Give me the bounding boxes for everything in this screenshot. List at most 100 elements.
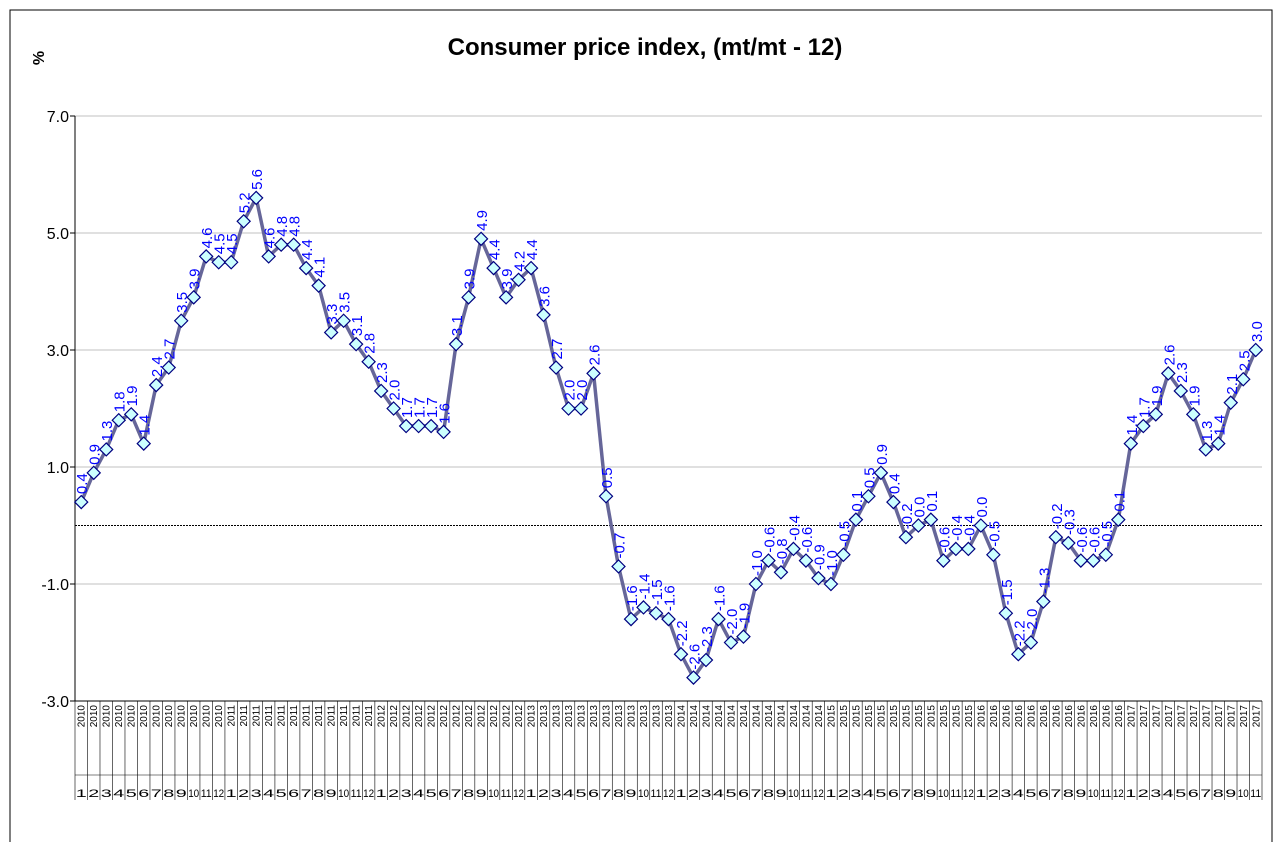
data-label: 2.5 [1236,350,1253,371]
x-tick-label: 9 [1225,788,1236,800]
x-tick-year: 2017 [1201,705,1212,728]
marker [211,254,227,270]
data-label: 0.5 [599,467,616,488]
marker [748,576,764,592]
x-tick-year: 2014 [689,705,700,728]
marker [1023,635,1039,650]
marker [173,313,189,329]
marker [473,231,489,247]
x-tick-year: 2012 [489,705,500,728]
marker [1073,553,1089,568]
marker [811,570,826,586]
x-tick-label: 8 [313,788,324,800]
x-tick-label: 2 [838,788,849,800]
marker [561,401,576,416]
x-tick-label: 12 [1113,788,1124,800]
x-tick-label: 12 [663,788,674,800]
x-tick-year: 2010 [177,705,188,728]
data-label: -1.0 [749,550,766,576]
marker [348,336,364,352]
marker [386,401,401,416]
x-tick-year: 2012 [402,705,413,728]
x-tick-year: 2010 [127,705,138,728]
marker [198,249,214,264]
marker [936,553,951,568]
x-tick-label: 3 [1150,788,1161,800]
x-tick-label: 1 [975,788,986,800]
x-tick-year: 2011 [364,705,375,727]
x-tick-label: 10 [788,788,799,800]
x-tick-label: 1 [825,788,836,800]
data-label: 1.6 [437,403,454,424]
data-label: 1.4 [1211,415,1228,436]
marker [311,278,326,293]
marker [1085,553,1101,568]
marker [798,553,814,568]
x-tick-year: 2010 [89,705,100,728]
data-label: 4.6 [199,228,216,249]
x-tick-label: 8 [463,788,474,800]
x-tick-year: 2013 [664,705,675,728]
x-tick-year: 2016 [1001,705,1012,728]
marker [123,407,139,422]
x-tick-label: 1 [1125,788,1136,800]
x-tick-label: 6 [738,788,749,800]
x-tick-label: 8 [1063,788,1074,800]
x-tick-year: 2012 [477,705,488,728]
data-label: 4.4 [299,239,316,260]
x-tick-year: 2015 [926,705,937,728]
x-tick-year: 2015 [864,705,875,728]
data-label: 0.1 [1111,491,1128,512]
data-label: -2.0 [1024,609,1041,635]
x-tick-year: 2012 [514,705,525,728]
chart-title: Consumer price index, (mt/mt - 12) [448,34,843,61]
x-tick-year: 2015 [876,705,887,728]
marker [1148,407,1164,422]
marker [1235,371,1251,387]
y-axis-title: % [31,51,48,65]
marker [261,249,277,264]
data-label: -0.6 [761,527,778,553]
x-tick-year: 2016 [1026,705,1037,728]
x-tick-year: 2015 [901,705,912,728]
marker [873,465,889,481]
x-tick-label: 10 [638,788,649,800]
data-label: -1.6 [624,585,641,611]
data-label: 0.4 [74,473,91,494]
data-label: -1.9 [736,603,753,629]
x-tick-year: 2017 [1126,705,1137,728]
data-label: 0.1 [924,491,941,512]
x-tick-year: 2013 [527,705,538,728]
data-label: 4.4 [487,239,504,260]
x-tick-label: 8 [613,788,624,800]
data-label: 2.8 [362,333,379,354]
x-tick-label: 9 [775,788,786,800]
x-tick-year: 2015 [889,705,900,728]
x-tick-label: 7 [750,788,761,800]
data-label: -0.2 [899,503,916,529]
marker [1223,395,1239,410]
x-tick-year: 2016 [976,705,987,728]
marker [1210,436,1226,451]
x-tick-label: 1 [76,788,87,800]
marker [248,190,264,206]
x-tick-label: 8 [763,788,774,800]
marker [336,313,351,329]
y-tick-label: 1.0 [47,460,69,477]
marker [1135,418,1151,434]
x-tick-year: 2015 [939,705,950,728]
x-tick-label: 1 [376,788,387,800]
x-tick-year: 2011 [352,705,363,727]
data-label: 2.3 [1174,362,1191,383]
data-label: -0.2 [1049,503,1066,529]
x-tick-label: 11 [1100,788,1111,800]
data-label: 1.9 [1149,385,1166,406]
x-tick-label: 9 [176,788,187,800]
data-label: 0.1 [849,491,866,512]
x-tick-label: 5 [426,788,437,800]
marker [511,272,526,288]
data-label: 4.2 [512,251,529,272]
x-tick-year: 2012 [377,705,388,728]
data-label: 1.9 [1186,385,1203,406]
x-tick-label: 5 [576,788,587,800]
